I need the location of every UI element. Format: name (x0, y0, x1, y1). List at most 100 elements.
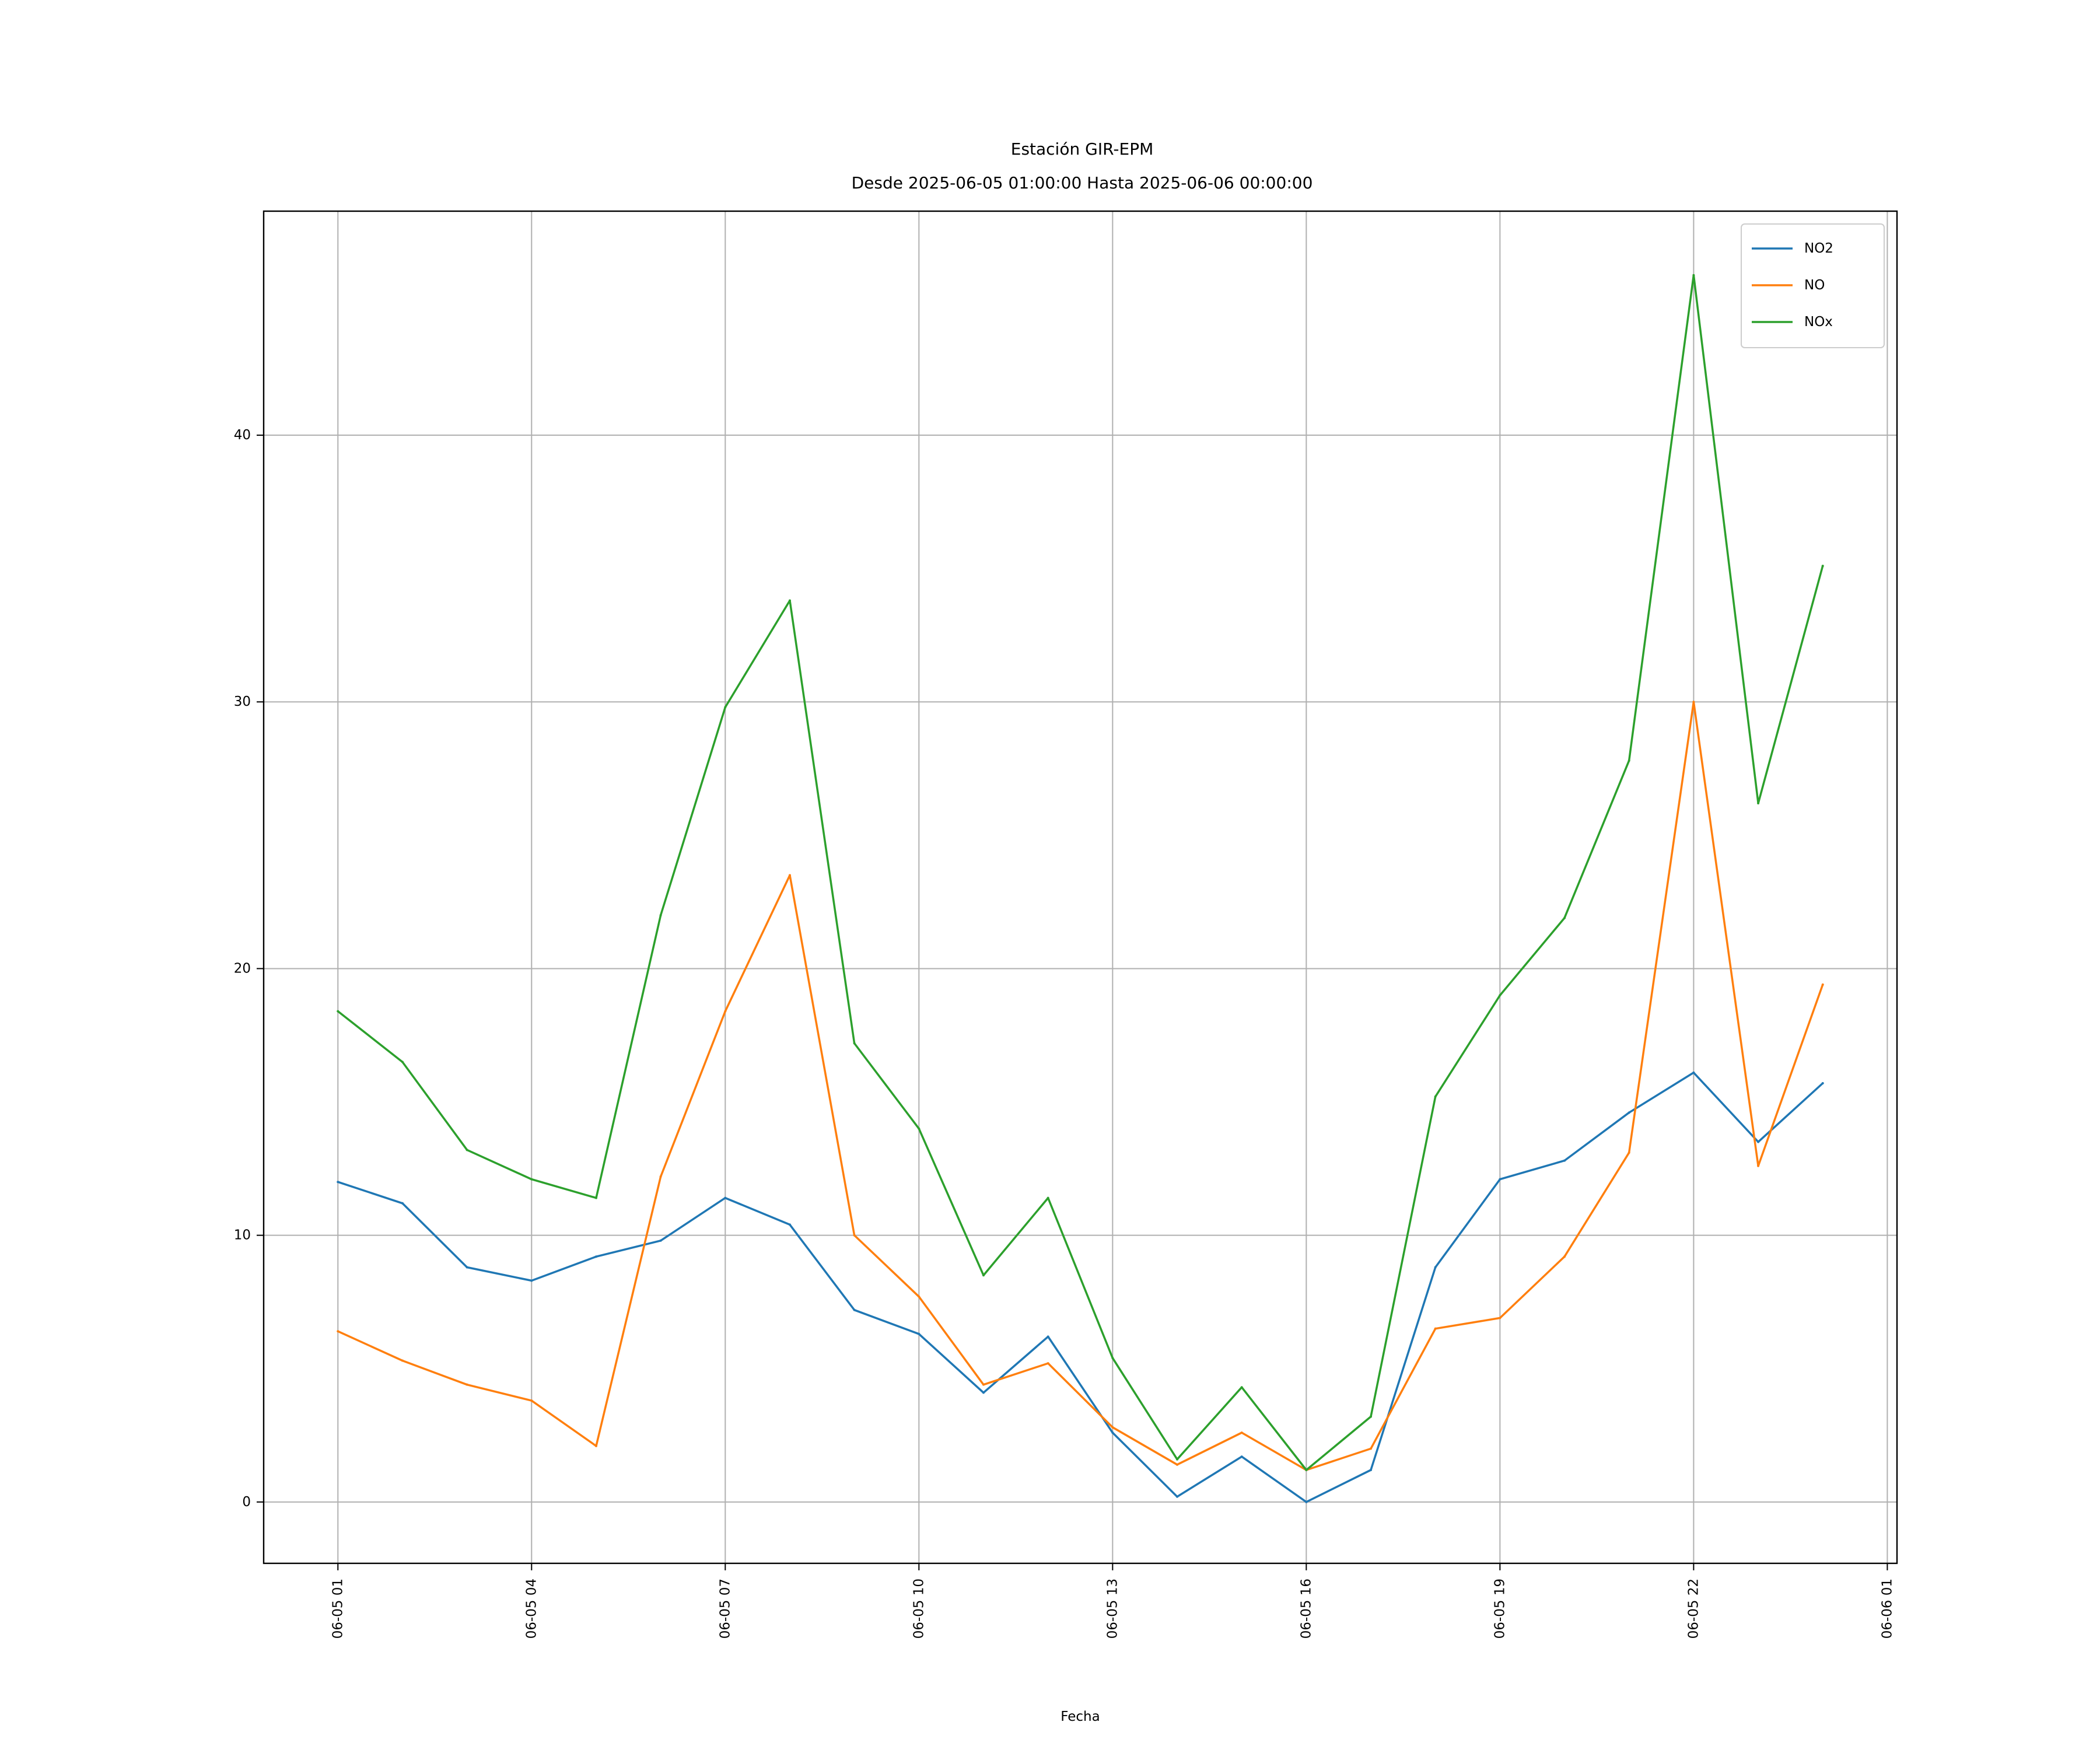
data-point-no2 (530, 1279, 533, 1282)
x-axis-label: Fecha (1060, 1709, 1100, 1724)
chart-subtitle: Desde 2025-06-05 01:00:00 Hasta 2025-06-… (852, 173, 1313, 192)
plot-frame (262, 210, 1898, 1564)
data-point-nox (1499, 994, 1502, 997)
data-point-no (788, 874, 791, 877)
data-point-no (1240, 1431, 1243, 1434)
data-point-no2 (1692, 1071, 1695, 1074)
data-point-no (853, 1234, 856, 1237)
y-tick-label: 0 (242, 1494, 251, 1510)
data-point-no2 (1176, 1495, 1179, 1498)
data-point-no (1434, 1327, 1437, 1330)
data-point-nox (1628, 759, 1630, 762)
data-point-nox (466, 1149, 468, 1152)
data-point-no (1499, 1317, 1502, 1320)
data-point-no2 (401, 1202, 404, 1205)
data-point-nox (1046, 1196, 1049, 1199)
data-point-no2 (1111, 1431, 1114, 1434)
data-point-no2 (1305, 1500, 1308, 1503)
y-tick-label: 40 (234, 428, 251, 443)
x-tick-label: 06-06 01 (1880, 1578, 1895, 1639)
legend-label-nox: NOx (1804, 314, 1833, 330)
data-point-no (918, 1295, 921, 1298)
data-point-no2 (918, 1332, 921, 1335)
legend-label-no2: NO2 (1804, 241, 1833, 256)
data-point-nox (401, 1060, 404, 1063)
x-tick-label: 06-05 07 (718, 1578, 733, 1639)
y-tick-label: 20 (234, 961, 251, 976)
chart-title: Estación GIR-EPM (1011, 139, 1153, 159)
legend: NO2 NO NOx (1741, 223, 1885, 348)
data-point-nox (1305, 1468, 1308, 1471)
data-point-no2 (594, 1255, 597, 1258)
data-point-nox (918, 1127, 921, 1130)
data-point-nox (1111, 1356, 1114, 1359)
x-tick-label: 06-05 19 (1492, 1578, 1507, 1639)
data-point-nox (1821, 565, 1824, 568)
data-point-no (1046, 1362, 1049, 1365)
series-lines (337, 274, 1824, 1503)
data-point-no (1563, 1255, 1566, 1258)
data-point-no2 (659, 1239, 662, 1242)
data-point-no (1821, 983, 1824, 986)
data-point-nox (337, 1010, 340, 1013)
series-line-no2 (337, 1072, 1824, 1503)
data-point-no (1692, 701, 1695, 704)
data-point-nox (1370, 1415, 1373, 1418)
data-point-nox (530, 1178, 533, 1181)
axis-ticks: 06-05 01 06-05 04 06-05 07 06-05 10 06-05 13… (234, 428, 1895, 1639)
grid (264, 211, 1897, 1563)
data-point-no2 (853, 1308, 856, 1311)
data-point-nox (1563, 916, 1566, 919)
data-point-no (1370, 1447, 1373, 1450)
x-tick-label: 06-05 22 (1686, 1578, 1701, 1639)
x-tick-label: 06-05 04 (524, 1578, 539, 1639)
data-point-nox (1757, 802, 1760, 804)
data-point-no2 (1046, 1335, 1049, 1338)
data-point-no (1176, 1463, 1179, 1466)
data-point-no2 (466, 1266, 468, 1269)
data-point-no (337, 1330, 340, 1333)
data-point-nox (724, 706, 727, 709)
data-point-nox (594, 1196, 597, 1199)
data-point-nox (1240, 1386, 1243, 1389)
y-tick-label: 10 (234, 1228, 251, 1243)
data-point-nox (1434, 1095, 1437, 1098)
x-tick-label: 06-05 01 (330, 1578, 345, 1639)
data-point-no2 (1240, 1455, 1243, 1458)
data-point-no (982, 1383, 985, 1386)
data-point-no2 (1628, 1111, 1630, 1114)
series-line-nox (337, 274, 1824, 1471)
data-point-nox (1692, 274, 1695, 276)
data-point-no (724, 1010, 727, 1013)
legend-box (1741, 223, 1885, 348)
data-point-no (401, 1359, 404, 1362)
data-point-no2 (337, 1181, 340, 1184)
data-point-no (659, 1175, 662, 1178)
data-point-no2 (1563, 1159, 1566, 1162)
data-point-no (1757, 1164, 1760, 1167)
data-point-no (1111, 1426, 1114, 1429)
data-point-no (466, 1383, 468, 1386)
data-point-no2 (788, 1223, 791, 1226)
data-point-no2 (1370, 1468, 1373, 1471)
data-point-no2 (1499, 1178, 1502, 1181)
x-tick-label: 06-05 10 (911, 1578, 926, 1639)
data-point-nox (853, 1042, 856, 1045)
y-tick-label: 30 (234, 694, 251, 709)
data-point-no2 (982, 1391, 985, 1394)
data-point-nox (1176, 1458, 1179, 1461)
x-tick-label: 06-05 13 (1105, 1578, 1120, 1639)
data-point-no (530, 1399, 533, 1402)
data-point-no (1628, 1151, 1630, 1154)
data-point-nox (982, 1274, 985, 1277)
x-tick-label: 06-05 16 (1298, 1578, 1314, 1639)
data-point-no2 (724, 1196, 727, 1199)
data-point-no2 (1434, 1266, 1437, 1269)
legend-label-no: NO (1804, 278, 1825, 293)
series-line-no (337, 701, 1824, 1471)
data-point-nox (659, 914, 662, 917)
data-point-no (594, 1444, 597, 1447)
data-point-no2 (1757, 1140, 1760, 1143)
data-point-nox (788, 599, 791, 602)
